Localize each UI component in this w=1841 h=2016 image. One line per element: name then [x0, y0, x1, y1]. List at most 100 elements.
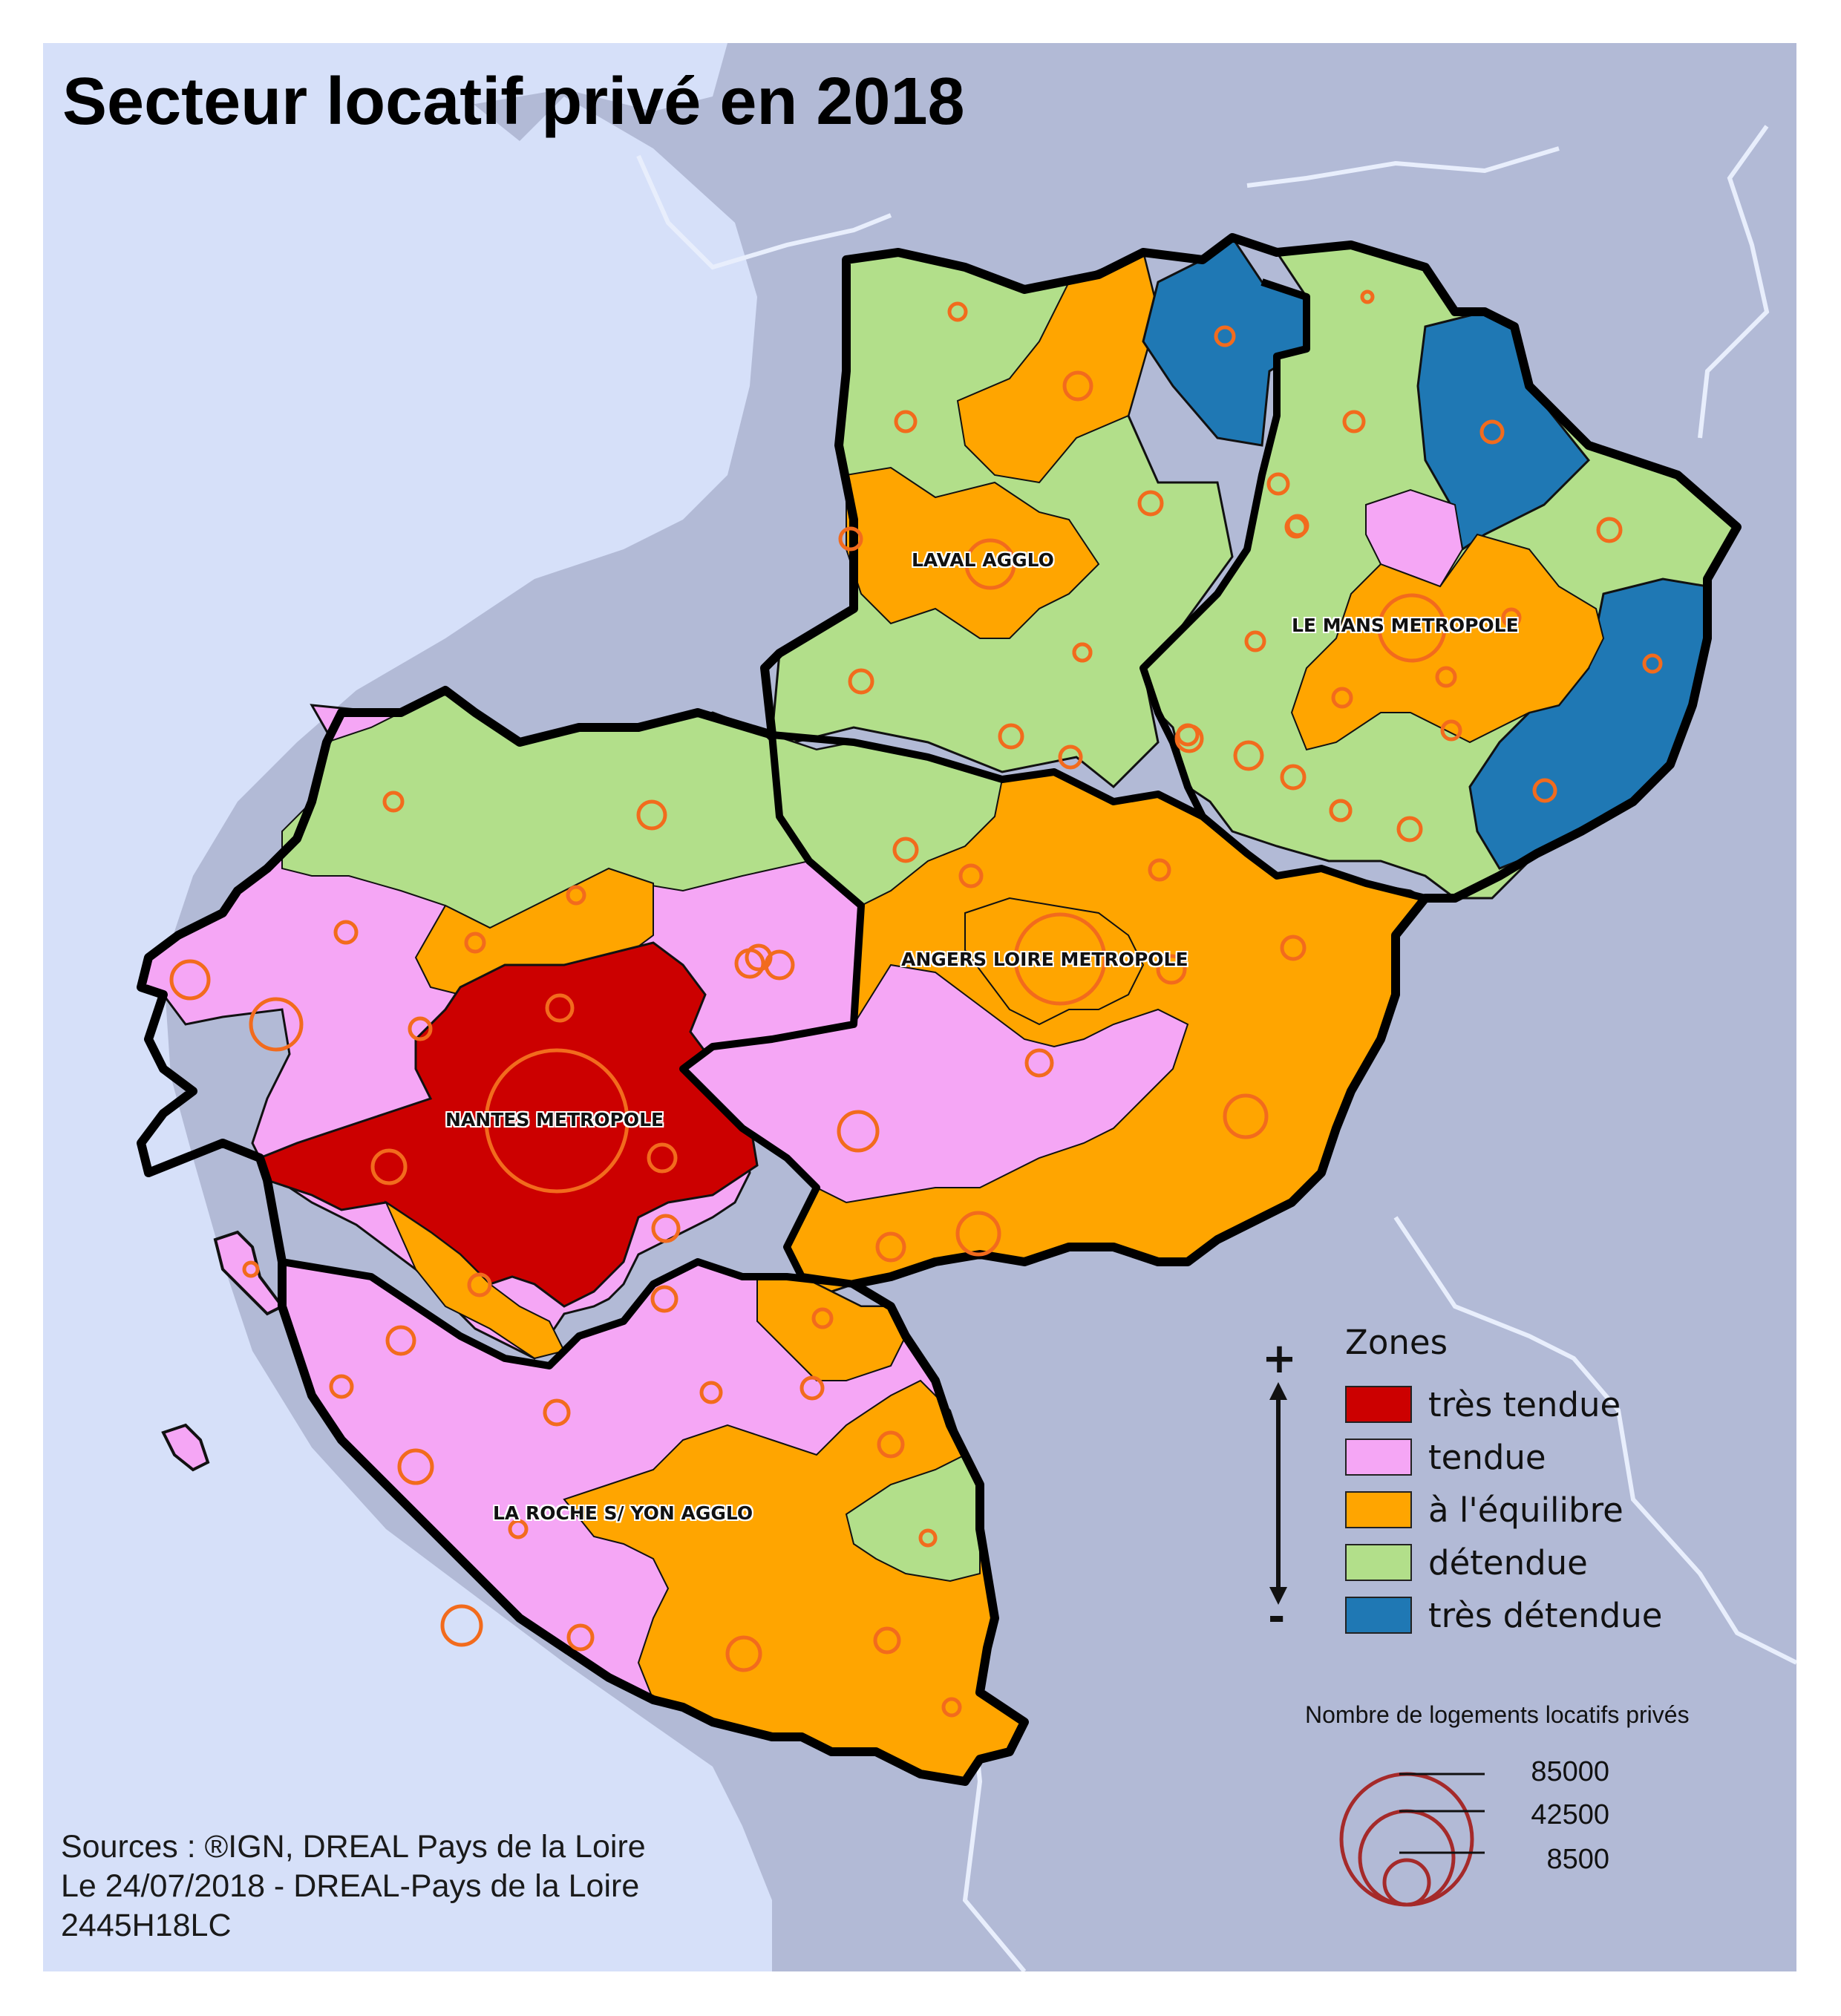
prop-circle — [382, 791, 405, 813]
legend-plus: + — [1262, 1335, 1297, 1383]
prop-circle — [877, 1430, 905, 1459]
prop-circle — [837, 1110, 880, 1153]
prop-circle — [249, 997, 304, 1052]
legend-label: très tendue — [1428, 1384, 1621, 1424]
prop-circle — [1331, 687, 1353, 709]
prop-legend-value: 8500 — [1546, 1844, 1609, 1875]
prop-circle — [1148, 858, 1171, 882]
sources-line: Sources : ®IGN, DREAL Pays de la Loire — [61, 1829, 646, 1865]
legend-item-tres-detendue: très détendue — [1345, 1594, 1662, 1636]
legend-item-detendue: détendue — [1345, 1542, 1588, 1583]
city-label-le-mans: LE MANS METROPOLE — [1292, 615, 1519, 636]
prop-circle — [964, 538, 1016, 590]
prop-circle — [440, 1604, 483, 1647]
legend-swatch — [1345, 1544, 1412, 1581]
prop-circle — [650, 1285, 678, 1313]
zone-equilibre-laval — [846, 466, 1100, 639]
prop-circle — [955, 1211, 1001, 1257]
prop-circle — [875, 1231, 906, 1263]
legend-item-tendue: tendue — [1345, 1436, 1546, 1478]
prop-circle — [1137, 490, 1164, 517]
city-label-angers: ANGERS LOIRE METROPOLE — [901, 949, 1188, 970]
prop-circle — [370, 1148, 408, 1185]
prop-circle — [1280, 764, 1307, 791]
prop-circle — [1024, 1048, 1054, 1078]
prop-circle — [699, 1381, 723, 1404]
prop-circle — [1329, 799, 1353, 822]
zone-tres-tendue — [258, 941, 759, 1308]
prop-circle — [329, 1374, 354, 1399]
dept-boundaries — [281, 278, 1427, 1369]
prop-circle — [1013, 912, 1107, 1006]
prop-circle — [1223, 1093, 1269, 1139]
map-canvas — [43, 43, 1796, 1971]
legend-label: à l'équilibre — [1428, 1490, 1623, 1530]
prop-circle — [1156, 954, 1187, 985]
legend-minus: - — [1268, 1593, 1286, 1641]
prop-circle — [947, 301, 968, 322]
prop-circle — [1266, 472, 1290, 496]
prop-circle — [636, 799, 667, 831]
prop-legend-value: 85000 — [1531, 1756, 1609, 1787]
legend-item-tres-tendue: très tendue — [1345, 1384, 1621, 1425]
prop-circle — [873, 1626, 901, 1655]
region-outline — [137, 233, 1742, 1786]
prop-circle — [1072, 642, 1093, 663]
prop-circle — [1280, 935, 1307, 961]
legend-swatch — [1345, 1386, 1412, 1423]
prop-circle — [1440, 719, 1462, 742]
island-yeu — [161, 1423, 210, 1472]
prop-circle — [1642, 653, 1663, 674]
prop-circle — [566, 885, 586, 906]
prop-circle — [1532, 778, 1557, 803]
map-title: Secteur locatif privé en 2018 — [62, 65, 965, 139]
prop-circle — [484, 1048, 630, 1194]
prop-circle — [647, 1142, 678, 1174]
prop-circle — [1342, 410, 1366, 433]
prop-circle — [169, 959, 211, 1001]
prop-circle — [1479, 419, 1505, 445]
city-label-la-roche: LA ROCHE S/ YON AGGLO — [493, 1502, 753, 1524]
prop-circle — [1596, 517, 1623, 543]
prop-circle — [811, 1307, 834, 1329]
prop-circle — [543, 1398, 571, 1427]
prop-circle — [894, 410, 918, 433]
prop-circle — [1377, 593, 1447, 663]
prop-circle — [1396, 816, 1423, 842]
prop-circles — [169, 289, 1663, 1718]
prop-circle — [848, 668, 874, 695]
legend-swatch — [1345, 1491, 1412, 1528]
legend-label: détendue — [1428, 1542, 1588, 1583]
legend-swatch — [1345, 1439, 1412, 1476]
prop-circle — [1233, 740, 1264, 771]
zone-equilibre-lemans — [1290, 533, 1605, 751]
prop-legend-circles — [1339, 1772, 1485, 1907]
prop-circle — [1360, 289, 1375, 304]
prop-circle — [385, 1325, 416, 1356]
prop-circle — [745, 943, 773, 972]
legend-arrow — [1269, 1382, 1287, 1605]
legend-swatch — [1345, 1597, 1412, 1634]
sources-block: Sources : ®IGN, DREAL Pays de la Loire L… — [61, 1827, 646, 1945]
city-label-nantes: NANTES METROPOLE — [445, 1109, 664, 1130]
zone-equilibre — [756, 1276, 907, 1381]
prop-circle — [242, 1260, 260, 1278]
prop-circle — [958, 863, 984, 888]
legend-label: tendue — [1428, 1437, 1546, 1477]
zone-equilibre — [384, 1200, 566, 1360]
prop-circle — [838, 526, 863, 552]
prop-circle — [725, 1635, 762, 1672]
prop-circle — [1214, 325, 1236, 347]
prop-legend-title: Nombre de logements locatifs privés — [1305, 1701, 1690, 1728]
prop-circle — [1286, 514, 1309, 537]
prop-circle — [1062, 370, 1093, 402]
legend-label: très détendue — [1428, 1595, 1663, 1635]
prop-legend-value: 42500 — [1531, 1799, 1609, 1830]
prop-circle — [566, 1623, 595, 1652]
prop-circle — [1501, 607, 1522, 628]
prop-circle — [397, 1448, 434, 1485]
prop-circle — [464, 932, 486, 954]
prop-circle — [1176, 723, 1200, 747]
prop-circle — [1058, 744, 1083, 770]
prop-circle — [799, 1375, 825, 1401]
